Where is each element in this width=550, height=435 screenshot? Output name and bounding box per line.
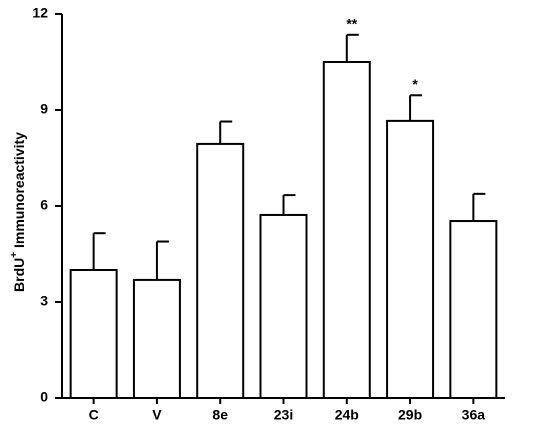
bar (132, 278, 181, 400)
bar (449, 220, 498, 399)
x-tick-label: V (152, 407, 162, 423)
y-axis-label: BrdU+ Immunoreactivity (9, 132, 27, 292)
bar (69, 269, 118, 399)
bar (386, 119, 435, 399)
bar (322, 61, 371, 399)
bar (259, 213, 308, 399)
y-label-main: BrdU (11, 258, 27, 292)
bar (196, 142, 245, 399)
x-tick-label: 29b (398, 407, 422, 423)
y-tick-label: 0 (40, 389, 48, 405)
x-tick-label: C (89, 407, 99, 423)
y-label-rest: Immunoreactivity (11, 132, 27, 252)
y-tick-label: 6 (40, 197, 48, 213)
y-tick-label: 3 (40, 293, 48, 309)
significance-label: * (412, 76, 418, 92)
x-tick-label: 23i (274, 407, 293, 423)
y-label-sup: + (9, 252, 20, 258)
y-tick-label: 9 (40, 101, 48, 117)
x-tick-label: 36a (462, 407, 486, 423)
x-tick-label: 24b (335, 407, 359, 423)
y-tick-label: 12 (32, 5, 48, 21)
x-tick-label: 8e (212, 407, 228, 423)
significance-label: ** (346, 16, 357, 32)
